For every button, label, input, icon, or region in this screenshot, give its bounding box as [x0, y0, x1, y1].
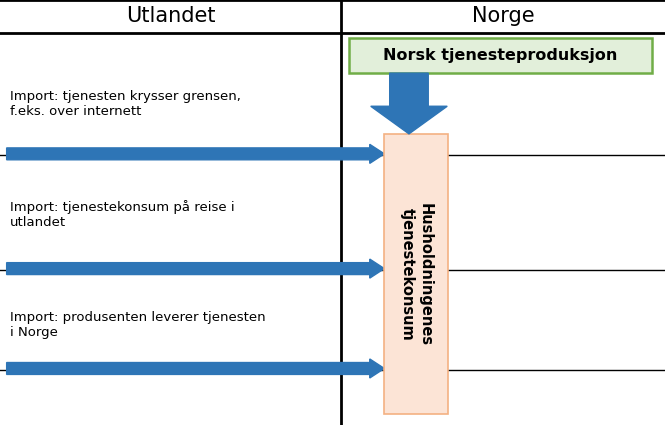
Text: Import: tjenestekonsum på reise i
utlandet: Import: tjenestekonsum på reise i utland…	[10, 200, 235, 229]
FancyArrow shape	[7, 259, 384, 278]
Text: Husholdningenes
tjenestekonsum: Husholdningenes tjenestekonsum	[400, 203, 432, 346]
FancyBboxPatch shape	[384, 134, 448, 414]
FancyArrow shape	[371, 73, 447, 134]
Text: Norge: Norge	[471, 6, 535, 26]
Text: Utlandet: Utlandet	[126, 6, 215, 26]
Text: Import: produsenten leverer tjenesten
i Norge: Import: produsenten leverer tjenesten i …	[10, 311, 265, 339]
Text: Norsk tjenesteproduksjon: Norsk tjenesteproduksjon	[383, 48, 618, 63]
Text: Import: tjenesten krysser grensen,
f.eks. over internett: Import: tjenesten krysser grensen, f.eks…	[10, 90, 241, 118]
FancyArrow shape	[7, 144, 384, 163]
FancyArrow shape	[7, 359, 384, 378]
FancyBboxPatch shape	[349, 38, 652, 73]
